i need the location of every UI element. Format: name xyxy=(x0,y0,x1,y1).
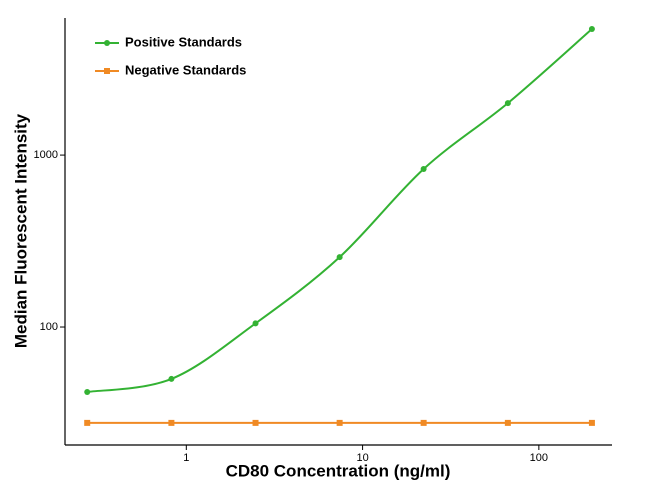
x-tick-label: 10 xyxy=(356,452,368,464)
legend-marker xyxy=(104,40,110,46)
data-point xyxy=(168,419,175,426)
legend-marker xyxy=(104,68,110,74)
data-point xyxy=(84,419,91,426)
data-point xyxy=(420,419,427,426)
data-point xyxy=(588,419,595,426)
data-point xyxy=(252,419,259,426)
data-point xyxy=(504,419,511,426)
y-tick-label: 1000 xyxy=(34,149,58,161)
data-point xyxy=(252,320,259,327)
y-axis-title: Median Fluorescent Intensity xyxy=(11,113,30,348)
x-tick-label: 100 xyxy=(530,452,548,464)
data-point xyxy=(84,388,91,395)
x-tick-label: 1 xyxy=(183,452,189,464)
data-point xyxy=(420,165,427,172)
data-point xyxy=(168,375,175,382)
data-point xyxy=(336,254,343,261)
y-tick-label: 100 xyxy=(40,321,58,333)
legend-text: Positive Standards xyxy=(125,34,242,49)
series-line xyxy=(87,28,593,393)
legend-text: Negative Standards xyxy=(125,62,246,77)
x-axis-title: CD80 Concentration (ng/ml) xyxy=(226,461,451,480)
data-point xyxy=(504,100,511,107)
data-point xyxy=(588,26,595,33)
data-point xyxy=(336,419,343,426)
